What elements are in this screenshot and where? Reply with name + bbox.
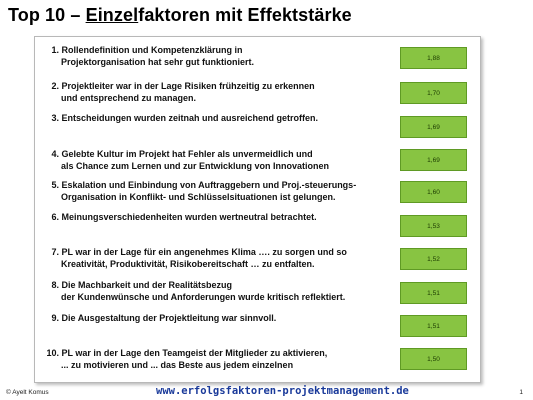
- factor-number: 8.: [51, 280, 59, 290]
- title-suffix: faktoren mit Effektstärke: [138, 5, 352, 25]
- factor-text-line2: der Kundenwünsche und Anforderungen wurd…: [61, 291, 346, 302]
- factor-value-bar-10: 1,50: [400, 348, 467, 370]
- factor-text-line2: ... zu motivieren und ... das Beste aus …: [61, 359, 294, 370]
- factor-number: 4.: [51, 149, 59, 159]
- factor-text-line1: Die Machbarkeit und der Realitätsbezug: [61, 280, 233, 290]
- factor-value-bar-4: 1,69: [400, 149, 467, 171]
- factor-text-line2: und entsprechend zu managen.: [61, 92, 197, 103]
- factor-item-9: 9. Die Ausgestaltung der Projektleitung …: [43, 313, 388, 325]
- factor-item-6: 6. Meinungsverschiedenheiten wurden wert…: [43, 212, 388, 224]
- factor-number: 10.: [46, 348, 59, 358]
- title-underlined-word: Einzel: [85, 5, 139, 25]
- factor-text-line2: Kreativität, Produktivität, Risikobereit…: [61, 258, 315, 269]
- factor-value-bar-6: 1,53: [400, 215, 467, 237]
- factor-value-bar-2: 1,70: [400, 82, 467, 104]
- factor-text-line2: Organisation in Konflikt- und Schlüssels…: [61, 191, 336, 202]
- factor-number: 3.: [51, 113, 59, 123]
- website-link[interactable]: www.erfolgsfaktoren-projektmanagement.de: [156, 385, 409, 397]
- factor-number: 6.: [51, 212, 59, 222]
- factor-text-line1: PL war in der Lage für ein angenehmes Kl…: [61, 247, 347, 257]
- factor-number: 1.: [51, 45, 59, 55]
- factor-number: 2.: [51, 81, 59, 91]
- factor-text-line1: Rollendefinition und Kompetenzklärung in: [61, 45, 243, 55]
- factor-item-4: 4. Gelebte Kultur im Projekt hat Fehler …: [43, 149, 388, 172]
- factor-text-line1: Eskalation und Einbindung von Auftraggeb…: [61, 180, 357, 190]
- factor-item-10: 10. PL war in der Lage den Teamgeist der…: [43, 348, 388, 371]
- factor-item-8: 8. Die Machbarkeit und der Realitätsbezu…: [43, 280, 388, 303]
- factor-text-line2: Projektorganisation hat sehr gut funktio…: [61, 56, 255, 67]
- factor-value-bar-7: 1,52: [400, 248, 467, 270]
- factor-number: 5.: [51, 180, 59, 190]
- factor-text-line1: Entscheidungen wurden zeitnah und ausrei…: [61, 113, 319, 123]
- factor-item-5: 5. Eskalation und Einbindung von Auftrag…: [43, 180, 388, 203]
- page-title: Top 10 – Einzelfaktoren mit Effektstärke: [8, 5, 352, 26]
- factors-panel: 1. Rollendefinition und Kompetenzklärung…: [34, 36, 481, 383]
- factor-item-2: 2. Projektleiter war in der Lage Risiken…: [43, 81, 388, 104]
- factor-value-bar-1: 1,88: [400, 47, 467, 69]
- factor-text-line1: Gelebte Kultur im Projekt hat Fehler als…: [61, 149, 313, 159]
- factor-item-1: 1. Rollendefinition und Kompetenzklärung…: [43, 45, 388, 68]
- factor-number: 7.: [51, 247, 59, 257]
- factor-item-3: 3. Entscheidungen wurden zeitnah und aus…: [43, 113, 388, 125]
- factor-value-bar-9: 1,51: [400, 315, 467, 337]
- copyright-text: © Ayelt Komus: [6, 389, 49, 396]
- factor-text-line2: als Chance zum Lernen und zur Entwicklun…: [61, 160, 330, 171]
- factor-text-line1: Meinungsverschiedenheiten wurden wertneu…: [61, 212, 317, 222]
- factor-value-bar-5: 1,60: [400, 181, 467, 203]
- title-prefix: Top 10 –: [8, 5, 86, 25]
- factor-text-line1: Projektleiter war in der Lage Risiken fr…: [61, 81, 315, 91]
- factor-text-line1: PL war in der Lage den Teamgeist der Mit…: [61, 348, 328, 358]
- factor-value-bar-3: 1,69: [400, 116, 467, 138]
- page-number: 1: [519, 389, 523, 396]
- factor-text-line1: Die Ausgestaltung der Projektleitung war…: [61, 313, 277, 323]
- factor-number: 9.: [51, 313, 59, 323]
- factor-item-7: 7. PL war in der Lage für ein angenehmes…: [43, 247, 388, 270]
- factor-value-bar-8: 1,51: [400, 282, 467, 304]
